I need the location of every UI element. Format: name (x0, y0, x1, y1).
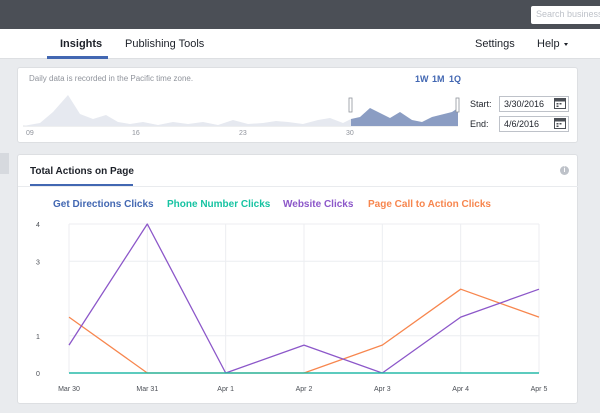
help-menu[interactable]: Help (537, 38, 568, 50)
overview-tick: 30 (346, 130, 354, 137)
side-tab[interactable] (0, 153, 9, 174)
timezone-note: Daily data is recorded in the Pacific ti… (29, 74, 194, 83)
range-handle-left-icon[interactable] (348, 97, 353, 113)
calendar-icon[interactable] (554, 118, 566, 129)
legend-get-directions[interactable]: Get Directions Clicks (53, 199, 154, 210)
date-range-panel: Daily data is recorded in the Pacific ti… (17, 67, 578, 143)
active-tab-indicator (47, 56, 108, 59)
preset-1w-button[interactable]: 1W (415, 74, 429, 84)
end-label: End: (470, 119, 489, 129)
tab-publishing-tools[interactable]: Publishing Tools (125, 38, 205, 50)
tab-insights[interactable]: Insights (60, 38, 103, 50)
overview-area-history (23, 95, 351, 126)
overview-area-selected (351, 108, 458, 126)
start-date-field[interactable]: 3/30/2016 (499, 96, 569, 112)
y-tick-label: 4 (36, 222, 40, 229)
settings-link[interactable]: Settings (475, 38, 515, 50)
title-divider (18, 186, 579, 187)
y-tick-label: 3 (36, 259, 40, 266)
x-tick-label: Apr 1 (217, 386, 234, 393)
preset-1q-button[interactable]: 1Q (449, 74, 462, 84)
info-icon[interactable]: i (560, 166, 569, 175)
overview-tick: 16 (132, 130, 140, 137)
x-tick-label: Apr 5 (531, 386, 548, 393)
x-tick-label: Apr 4 (452, 386, 469, 393)
page-nav: Insights Publishing Tools Settings Help (0, 29, 600, 59)
panel-title: Total Actions on Page (30, 166, 134, 177)
y-tick-label: 0 (36, 371, 40, 378)
help-label: Help (537, 38, 560, 50)
start-label: Start: (470, 99, 492, 109)
range-handle-right-icon[interactable] (455, 97, 460, 113)
legend-call-to-action[interactable]: Page Call to Action Clicks (368, 199, 491, 210)
preset-1m-button[interactable]: 1M (432, 74, 445, 84)
series-line-website (68, 223, 540, 374)
line-chart: 0 1 3 4 Mar 30 Mar 31 Apr 1 Apr 2 Apr 3 Apr 4 Apr … (36, 222, 548, 393)
end-date-field[interactable]: 4/6/2016 (499, 116, 569, 132)
chevron-down-icon (563, 42, 568, 46)
overview-sparkline[interactable]: 09 16 23 30 (18, 90, 463, 140)
overview-tick: 09 (26, 130, 34, 137)
x-tick-label: Mar 30 (58, 386, 80, 393)
x-tick-label: Apr 2 (296, 386, 313, 393)
legend-website[interactable]: Website Clicks (283, 199, 354, 210)
calendar-icon[interactable] (554, 98, 566, 109)
title-underline (30, 184, 133, 186)
search-input[interactable]: Search business (531, 6, 600, 24)
y-tick-label: 1 (36, 334, 40, 341)
top-bar: Search business (0, 0, 600, 29)
overview-tick: 23 (239, 130, 247, 137)
x-tick-label: Mar 31 (136, 386, 158, 393)
x-tick-label: Apr 3 (374, 386, 391, 393)
total-actions-panel: Total Actions on Page i Get Directions C… (17, 154, 579, 404)
legend-phone-number[interactable]: Phone Number Clicks (167, 199, 271, 210)
